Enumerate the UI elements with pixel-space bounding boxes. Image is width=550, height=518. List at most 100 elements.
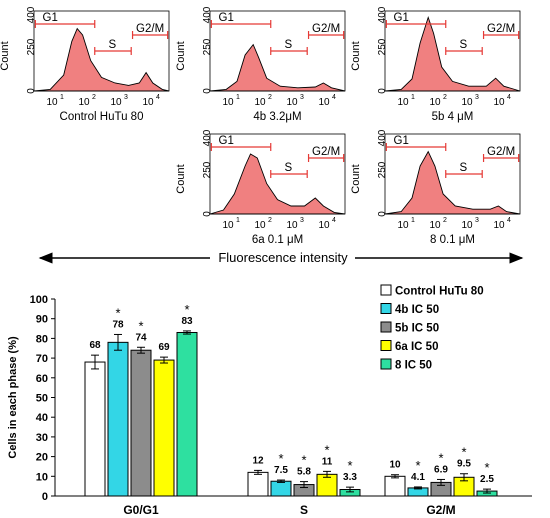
histogram-curve [384, 150, 521, 215]
y-tick-label: 70 [36, 353, 48, 365]
y-tick-label: 250 [377, 161, 388, 178]
significance-star: * [415, 458, 420, 473]
bar [247, 471, 269, 497]
x-tick-exponent: 1 [411, 217, 415, 224]
bar [384, 475, 406, 497]
y-axis-label: Count [350, 41, 362, 70]
data-label: 9.5 [457, 459, 471, 470]
significance-star: * [484, 460, 489, 475]
gate-label: G1 [219, 135, 234, 147]
bar [270, 480, 292, 497]
fluorescence-label: Fluorescence intensity [218, 250, 348, 265]
y-axis-label: Cells in each phase (%) [7, 336, 19, 459]
data-label: 11 [322, 456, 333, 467]
legend-swatch [380, 358, 392, 370]
histogram-curve [209, 153, 346, 215]
legend-label: Control HuTu 80 [395, 286, 484, 298]
histogram-curve [33, 27, 170, 92]
data-label: 10 [389, 460, 401, 471]
legend-swatch [380, 303, 392, 314]
gate-label: G2/M [136, 23, 164, 35]
x-tick-exponent: 4 [156, 94, 160, 101]
data-label: 4.1 [411, 472, 425, 483]
y-axis-label: Count [175, 164, 187, 193]
significance-star: * [278, 451, 283, 466]
y-tick-label: 250 [26, 38, 37, 55]
cell-cycle-bar-chart: 0 10 20 30 40 50 60 70 80 90 100 Cells in each phas… [7, 284, 532, 517]
gate-label: G1 [43, 12, 58, 24]
x-tick-exponent: 1 [236, 94, 240, 101]
data-label: 78 [112, 319, 124, 330]
legend-swatch [380, 321, 392, 333]
bar [130, 349, 152, 497]
y-tick-label: 50 [36, 393, 48, 405]
histogram-caption: Control HuTu 80 [60, 111, 144, 123]
x-tick-label: 10 [142, 97, 154, 108]
y-tick-label: 40 [36, 412, 48, 424]
gate-label: G2/M [487, 23, 515, 35]
gate-label: G2/M [312, 146, 340, 158]
bar [84, 361, 106, 497]
data-label: 12 [252, 455, 264, 466]
histogram-caption: 4b 3.2μM [253, 111, 301, 123]
x-tick-exponent: 2 [443, 217, 447, 224]
legend-label: 5b IC 50 [395, 323, 439, 335]
y-tick-label: 250 [202, 38, 213, 55]
legend-label: 8 IC 50 [395, 360, 432, 372]
data-label: 83 [181, 316, 193, 327]
y-tick-label: 0 [26, 88, 37, 94]
x-tick-exponent: 3 [300, 217, 304, 224]
x-tick-exponent: 4 [507, 217, 511, 224]
y-tick-label: 30 [36, 432, 48, 444]
gate-label: G1 [394, 12, 409, 24]
significance-star: * [138, 318, 143, 333]
x-tick-exponent: 1 [60, 94, 64, 101]
significance-star: * [347, 458, 352, 473]
y-tick-label: 60 [36, 373, 48, 385]
x-tick-exponent: 4 [332, 217, 336, 224]
x-tick-exponent: 4 [332, 94, 336, 101]
significance-star: * [438, 450, 443, 465]
category-label: S [300, 503, 308, 517]
x-tick-exponent: 1 [411, 94, 415, 101]
x-tick-label: 10 [493, 97, 505, 108]
x-tick-exponent: 4 [507, 94, 511, 101]
y-tick-label: 20 [36, 452, 48, 464]
x-tick-label: 10 [461, 220, 473, 231]
legend-label: 6a IC 50 [395, 341, 438, 353]
x-tick-label: 10 [222, 220, 234, 231]
data-label: 7.5 [274, 465, 288, 476]
x-tick-exponent: 2 [92, 94, 96, 101]
histogram-caption: 6a 0.1 μM [252, 234, 303, 246]
y-tick-label: 400 [377, 6, 388, 23]
y-tick-label: 90 [36, 314, 48, 326]
y-tick-label: 250 [202, 161, 213, 178]
y-tick-label: 0 [202, 211, 213, 217]
legend-swatch [380, 340, 392, 351]
x-tick-label: 10 [286, 97, 298, 108]
x-tick-label: 10 [429, 97, 441, 108]
legend-label: 4b IC 50 [395, 304, 439, 316]
x-tick-label: 10 [110, 97, 122, 108]
x-tick-label: 10 [493, 220, 505, 231]
gate-label: S [284, 162, 292, 174]
y-tick-label: 80 [36, 333, 48, 345]
x-tick-label: 10 [78, 97, 90, 108]
histogram-curve [209, 43, 346, 92]
category-label: G2/M [426, 503, 455, 517]
x-tick-label: 10 [397, 97, 409, 108]
fluorescence-axis: Fluorescence intensity [38, 250, 524, 265]
data-label: 68 [89, 340, 101, 351]
gate-label: S [108, 39, 116, 51]
y-axis-label: Count [0, 41, 11, 70]
y-tick-label: 10 [36, 471, 48, 483]
histogram-caption: 8 0.1 μM [430, 234, 475, 246]
significance-star: * [324, 442, 329, 457]
category-label: G0/G1 [123, 503, 159, 517]
x-tick-label: 10 [254, 220, 266, 231]
